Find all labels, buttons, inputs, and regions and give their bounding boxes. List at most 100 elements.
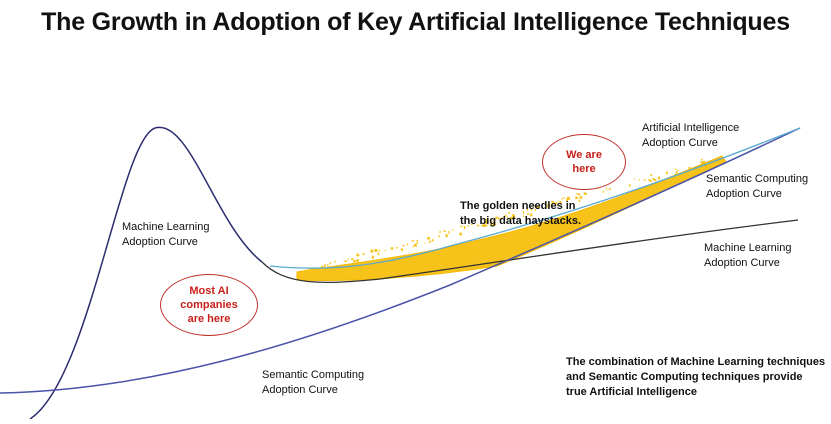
haystack-speck [576,193,578,195]
ml-tail-curve [261,219,799,284]
haystack-speck [547,206,550,208]
haystack-speck [675,171,678,174]
haystack-speck [530,208,533,211]
label-line: Machine Learning [122,221,210,233]
haystack-speck [561,197,563,200]
haystack-speck [327,264,329,266]
haystack-speck [460,225,463,228]
haystack-speck [489,223,492,225]
haystack-speck [448,231,450,234]
haystack-speck [300,272,302,274]
haystack-speck [371,257,374,259]
golden-needles-label: The golden needles in the big data hayst… [460,199,581,229]
haystack-speck [557,201,559,203]
haystack-speck [700,161,704,164]
label-line: Adoption Curve [706,188,782,200]
label-line: Semantic Computing [262,369,365,381]
haystack-speck [551,201,554,204]
haystack-speck [312,270,315,273]
haystack-speck [438,235,440,238]
haystack-speck [522,211,525,214]
haystack-speck [356,253,359,257]
haystack-speck [308,269,311,271]
haystack-speck [377,252,380,256]
haystack-speck [352,260,356,263]
haystack-speck [700,158,703,161]
haystack-speck [548,203,551,207]
haystack-speck [567,198,571,200]
label-line: The golden needles in [460,200,576,212]
haystack-speck [508,212,511,215]
haystack-speck [407,243,409,246]
haystack-speck [412,245,414,248]
callout-line: Most AI [189,285,229,297]
haystack-speck [351,258,354,260]
haystack-speck [329,262,331,265]
haystack-speck [467,225,469,227]
haystack-speck [522,215,525,217]
haystack-speck [343,260,347,262]
haystack-speck [658,176,661,180]
haystack-speck [485,218,489,221]
haystack-speck [482,224,486,227]
haystack-speck [384,250,387,251]
haystack-speck [648,179,651,182]
haystack-speck [705,162,708,164]
haystack-speck [416,239,419,242]
label-line: Semantic Computing [706,173,809,185]
haystack-speck [559,201,562,204]
haystack-speck [370,249,374,253]
sc-curve-label-right: Semantic Computing Adoption Curve [706,172,808,202]
haystack-speck [496,217,499,219]
haystack-speck [526,209,529,211]
label-line: true Artificial Intelligence [566,386,698,398]
label-line: Adoption Curve [642,137,718,149]
diagram-title: The Growth in Adoption of Key Artificial… [41,8,790,36]
haystack-speck [609,188,611,191]
haystack-speck [584,193,587,195]
haystack-speck [459,232,462,236]
haystack-speck [649,180,653,183]
sc-adoption-curve [0,127,801,394]
haystack-speck [428,240,432,243]
haystack-speck [498,218,500,220]
haystack-speck [602,190,605,193]
label-line: and Semantic Computing techniques provid… [566,371,803,383]
most-ai-companies-callout: Most AI companies are here [160,274,258,336]
callout-line: companies [180,299,238,311]
ai-curve-label: Artificial Intelligence Adoption Curve [642,121,739,151]
haystack-speck [439,230,441,234]
haystack-speck [356,259,359,263]
callout-line: We are [566,149,602,161]
haystack-speck [530,213,533,217]
haystack-speck [633,178,635,180]
haystack-speck [575,196,578,200]
haystack-speck [424,242,426,244]
haystack-speck [674,168,677,171]
haystack-speck [578,199,581,203]
haystack-speck [567,196,570,199]
haystack-speck [476,224,480,227]
label-line: the big data haystacks. [460,215,582,227]
label-line: Machine Learning [704,242,792,254]
haystack-speck [347,258,349,261]
haystack-speck [395,247,398,249]
haystack-speck [605,187,607,190]
haystack-speck [526,213,530,215]
haystack-speck [688,167,691,170]
haystack-speck [579,196,583,199]
haystack-speck [334,260,336,263]
haystack-speck [443,230,446,232]
haystack-speck [321,265,324,269]
haystack-speck [411,240,414,242]
haystack-speck [513,216,516,219]
haystack-speck [378,249,380,252]
haystack-speck [534,209,536,211]
haystack-speck [452,229,454,231]
haystack-speck [629,184,631,187]
haystack-speck [554,202,557,205]
haystack-speck [390,247,394,250]
haystack-speck [463,226,466,229]
